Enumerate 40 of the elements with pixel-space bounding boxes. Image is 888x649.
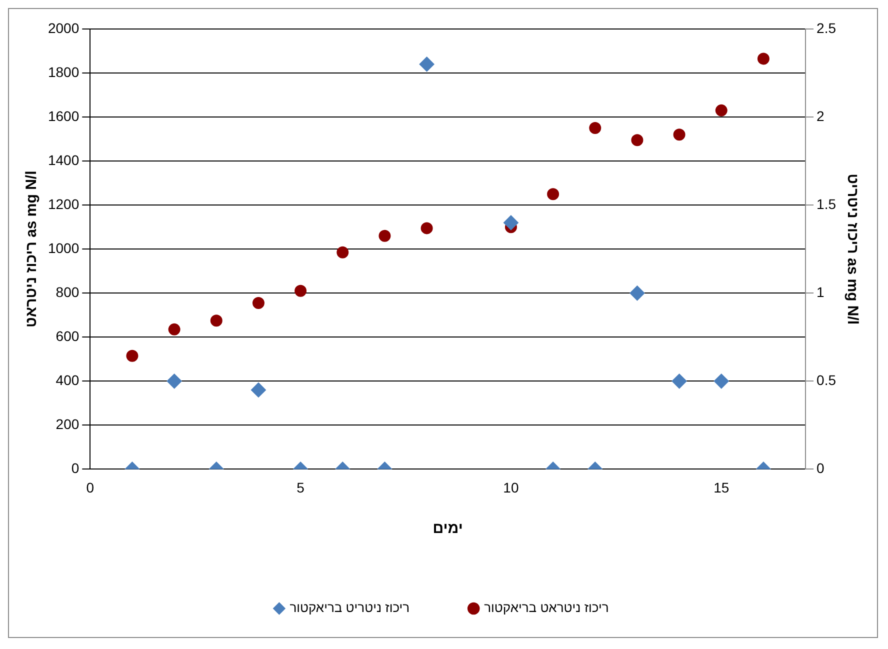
x-tick-label: 5 [296,479,305,496]
y2-tick-label: 2.5 [816,20,836,36]
y-tick-label: 1200 [48,196,80,212]
y-tick-label: 200 [56,416,80,432]
point [420,222,433,234]
point [252,297,264,310]
y2-axis-title: ריכוז ניטריט as mg N/l [844,174,861,325]
y-tick-label: 1600 [48,108,80,124]
y-tick-label: 0 [71,460,80,476]
x-tick-label: 15 [714,479,730,496]
y-tick-label: 400 [56,372,80,388]
y2-tick-label: 1.5 [816,196,836,212]
point [294,284,307,297]
point [631,134,644,146]
point [589,122,602,134]
legend-label: ריכוז ניטראט בריאקטור [484,600,609,616]
point [757,52,770,65]
y2-tick-label: 2 [816,108,825,124]
point [673,128,686,141]
y2-tick-label: 0 [816,460,825,476]
point [168,323,180,336]
point [547,188,560,200]
y-tick-label: 1400 [48,152,80,168]
legend-label: ריכוז ניטריט בריאקטור [290,600,410,616]
y2-tick-label: 0.5 [816,372,836,388]
point [715,104,728,116]
x-tick-label: 10 [503,479,519,496]
point [378,230,391,242]
y-tick-label: 600 [56,328,80,344]
y-tick-label: 800 [56,284,80,300]
y-tick-label: 2000 [48,20,80,36]
point [336,246,349,258]
y2-tick-label: 1 [816,284,825,300]
point [210,314,222,327]
y-tick-label: 1800 [48,64,80,80]
y-axis-title: ריכוז ניטראט as mg N/l [23,170,40,328]
x-tick-label: 0 [86,479,94,496]
x-axis-title: ימים [432,520,463,538]
point [126,350,138,362]
y-tick-label: 1000 [48,240,80,256]
